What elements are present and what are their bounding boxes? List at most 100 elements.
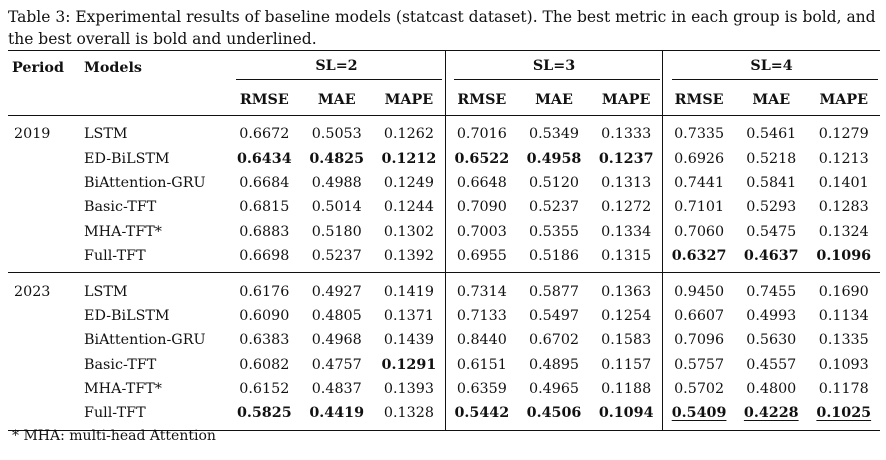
model-name-cell: Basic-TFT — [84, 356, 157, 373]
metric-value-cell: 0.5757 — [674, 356, 725, 373]
results-table-container: Period Models SL=2 SL=3 SL=4 RMSE MAE MA… — [8, 50, 880, 431]
group-title-sl3: SL=3 — [532, 57, 576, 74]
metric-value-cell: 0.5702 — [674, 381, 725, 398]
metric-value-cell: 0.6522 — [454, 150, 510, 167]
metric-value-cell: 0.4993 — [746, 307, 797, 324]
metric-value-cell: 0.4419 — [300, 401, 373, 431]
metric-value-cell: 0.1393 — [372, 376, 446, 402]
metric-value-cell: 0.4927 — [311, 283, 362, 300]
metric-value-cell: 0.1254 — [590, 303, 664, 329]
model-name-cell: BiAttention-GRU — [84, 174, 206, 191]
metric-value-cell: 0.1244 — [372, 195, 446, 220]
metric-value-cell: 0.6090 — [239, 307, 290, 324]
metric-value-cell: 0.5293 — [746, 199, 797, 216]
metric-header-rmse: RMSE — [445, 85, 518, 116]
period-cell-empty — [8, 353, 82, 377]
table-row: Basic-TFT 0.6815 0.5014 0.1244 0.7090 0.5237 0… — [8, 195, 880, 220]
metric-value-cell: 0.1690 — [818, 283, 869, 300]
table-row: MHA-TFT* 0.6152 0.4837 0.1393 0.6359 0.4965 0.… — [8, 376, 880, 402]
model-name-cell: LSTM — [84, 283, 128, 300]
metric-value-cell: 0.1188 — [590, 376, 664, 402]
metric-header-row: RMSE MAE MAPE RMSE MAE MAPE RMSE MAE MAP… — [8, 85, 880, 116]
metric-value-cell: 0.7441 — [674, 174, 725, 191]
metric-value-cell: 0.1401 — [818, 174, 869, 191]
group-underline-sl3 — [454, 79, 660, 80]
metric-value-cell: 0.1313 — [590, 170, 664, 196]
table-header: Period Models SL=2 SL=3 SL=4 RMSE MAE MA… — [8, 50, 880, 116]
metric-value-cell: 0.6926 — [674, 150, 725, 167]
metric-value-cell: 0.6152 — [239, 381, 290, 398]
metric-header-rmse: RMSE — [228, 85, 301, 116]
model-name-cell: Basic-TFT — [84, 199, 157, 216]
metric-value-cell: 0.5497 — [528, 307, 580, 324]
metric-value-cell: 0.5442 — [445, 401, 518, 431]
metric-header-mape: MAPE — [372, 85, 446, 116]
period-label: 2023 — [14, 283, 51, 300]
metric-value-cell: 0.4988 — [311, 174, 362, 191]
metric-value-cell: 0.5461 — [746, 126, 797, 143]
period-cell-empty — [8, 171, 82, 195]
metric-value-cell: 0.5120 — [528, 174, 580, 191]
metric-value-cell: 0.4965 — [528, 381, 580, 398]
period-cell-empty — [8, 377, 82, 401]
metric-value-cell: 0.7314 — [456, 283, 507, 300]
models-header: Models — [82, 50, 229, 85]
period-group-2023: 2023 LSTM 0.6176 0.4927 0.1419 0.7314 0.5877 0.… — [8, 272, 880, 431]
metric-value-cell: 0.7335 — [674, 126, 725, 143]
metric-value-cell: 0.6883 — [239, 223, 290, 240]
table-row: Full-TFT 0.5825 0.4419 0.1328 0.5442 0.4506 0.… — [8, 401, 880, 431]
metric-header-mape: MAPE — [807, 85, 880, 116]
table-row: 2019 LSTM 0.6672 0.5053 0.1262 0.7016 0.5349 0.… — [8, 115, 880, 147]
metric-value-cell: 0.7016 — [456, 126, 507, 143]
metric-value-cell: 0.1392 — [372, 243, 446, 274]
metric-value-cell: 0.6702 — [528, 332, 580, 349]
model-name-cell: ED-BiLSTM — [84, 307, 170, 324]
metric-value-cell: 0.7101 — [674, 199, 725, 216]
results-table: Period Models SL=2 SL=3 SL=4 RMSE MAE MA… — [8, 50, 880, 431]
group-title-sl2: SL=2 — [315, 57, 358, 74]
metric-header-mae: MAE — [735, 85, 808, 116]
model-name-cell: Full-TFT — [82, 243, 229, 274]
models-header-spacer — [82, 85, 229, 116]
model-name-cell: MHA-TFT* — [84, 381, 162, 398]
metric-value-cell: 0.4637 — [735, 243, 808, 274]
table-row: ED-BiLSTM 0.6434 0.4825 0.1212 0.6522 0.4958 0… — [8, 146, 880, 171]
group-underline-sl4 — [672, 79, 878, 80]
period-cell-empty — [8, 304, 82, 328]
model-name-cell: BiAttention-GRU — [84, 332, 206, 349]
period-cell-empty — [8, 328, 82, 352]
metric-value-cell: 0.4506 — [517, 401, 591, 431]
model-name-cell: ED-BiLSTM — [84, 150, 170, 167]
metric-value-cell: 0.1134 — [818, 307, 869, 324]
metric-value-cell: 0.5180 — [311, 223, 362, 240]
metric-value-cell: 0.5355 — [528, 223, 580, 240]
period-group-2019: 2019 LSTM 0.6672 0.5053 0.1262 0.7016 0.5349 0.… — [8, 115, 880, 274]
table-row: MHA-TFT* 0.6883 0.5180 0.1302 0.7003 0.5355 0.… — [8, 219, 880, 244]
metric-value-cell: 0.1315 — [590, 243, 664, 274]
metric-value-cell: 0.5825 — [228, 401, 301, 431]
metric-value-cell: 0.6955 — [445, 243, 518, 274]
period-cell-empty — [8, 401, 83, 431]
period-header-spacer — [8, 85, 83, 116]
period-cell-empty — [8, 146, 82, 170]
metric-value-cell: 0.5014 — [311, 199, 362, 216]
metric-value-cell: 0.1302 — [372, 219, 446, 244]
metric-value-cell: 0.5349 — [528, 126, 580, 143]
table-row: ED-BiLSTM 0.6090 0.4805 0.1371 0.7133 0.5497 0… — [8, 303, 880, 329]
metric-value-cell: 0.6327 — [662, 243, 736, 274]
metric-header-mape: MAPE — [590, 85, 664, 116]
metric-value-cell: 0.1283 — [818, 199, 869, 216]
metric-value-cell: 0.6607 — [674, 307, 725, 324]
model-name-cell: MHA-TFT* — [84, 223, 162, 240]
metric-value-cell: 0.5237 — [528, 199, 580, 216]
metric-value-cell: 0.7455 — [746, 283, 797, 300]
metric-value-cell: 0.5186 — [517, 243, 591, 274]
table-row: 2023 LSTM 0.6176 0.4927 0.1419 0.7314 0.5877 0.… — [8, 272, 880, 304]
metric-value-cell: 0.4895 — [528, 356, 580, 373]
metric-value-cell: 0.1333 — [590, 115, 664, 147]
metric-value-cell: 0.1334 — [590, 219, 664, 244]
metric-value-cell: 0.6698 — [228, 243, 301, 274]
period-cell-empty — [8, 195, 82, 219]
metric-value-cell: 0.5630 — [746, 332, 797, 349]
